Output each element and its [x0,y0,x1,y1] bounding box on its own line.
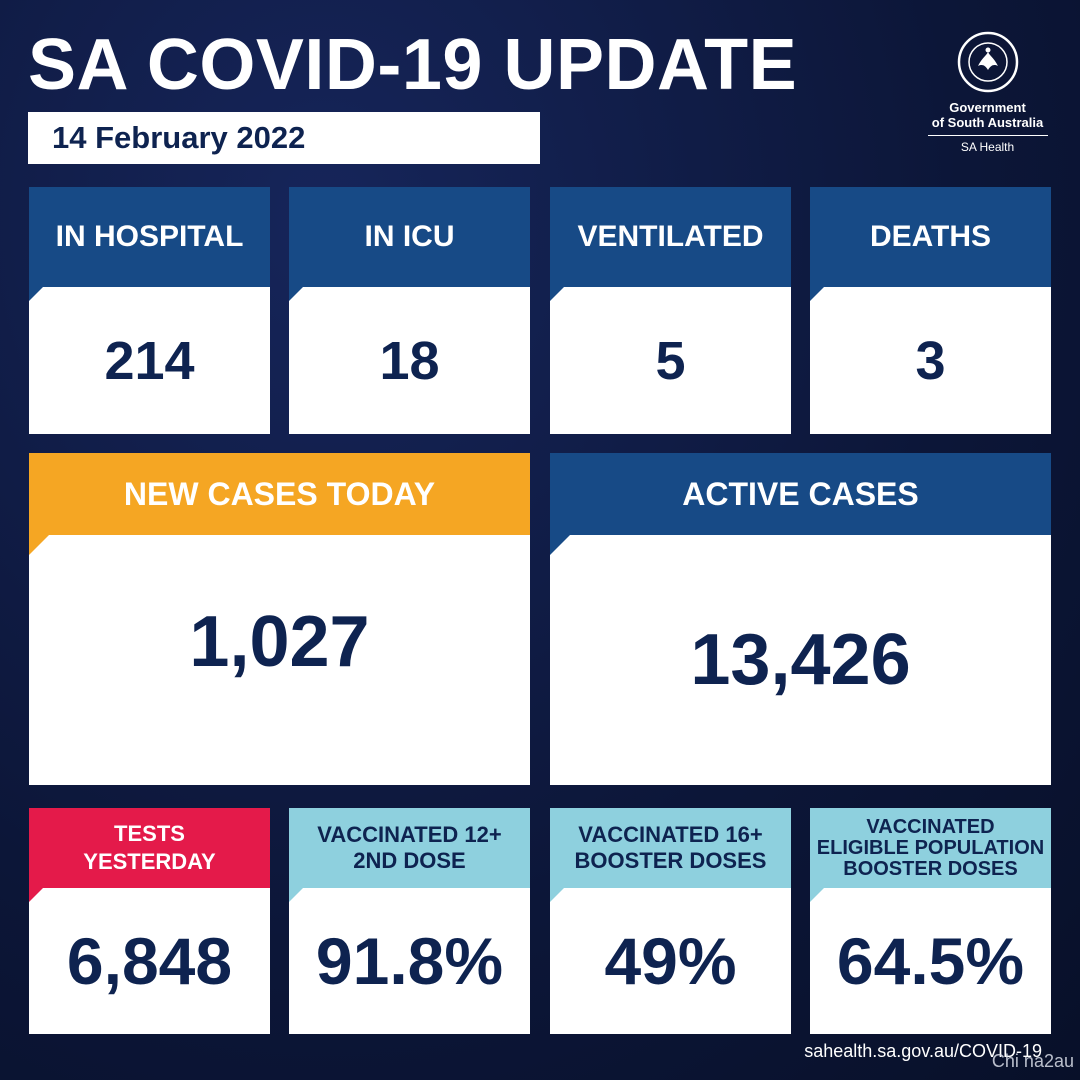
stat-card-vaccinated-12: VACCINATED 12+ 2ND DOSE 91.8% [289,808,530,1034]
dept-name: SA Health [960,140,1015,154]
stat-card-active-cases: ACTIVE CASES 13,426 [550,453,1051,785]
government-logo: Government of South Australia SA Health [915,30,1060,160]
stat-label: VENTILATED [550,187,791,287]
stat-label: TESTS YESTERDAY [29,808,270,888]
sa-piping-shrike-seal-icon [957,31,1018,93]
stat-label: VACCINATED 12+ 2ND DOSE [289,808,530,888]
card-notch [550,535,570,555]
stat-value: 214 [29,287,270,434]
stat-label-line: VACCINATED [866,815,995,838]
stat-card-vaccinated-16: VACCINATED 16+ BOOSTER DOSES 49% [550,808,791,1034]
stat-card-deaths: DEATHS 3 [810,187,1051,434]
stat-label: NEW CASES TODAY [29,453,530,535]
footer-url[interactable]: sahealth.sa.gov.au/COVID-19 [804,1041,1042,1061]
stat-value: 18 [289,287,530,434]
stat-label-line: TESTS [114,821,185,846]
stat-card-tests-yesterday: TESTS YESTERDAY 6,848 [29,808,270,1034]
stat-label: VACCINATED 16+ BOOSTER DOSES [550,808,791,888]
stat-value: 91.8% [289,888,530,1034]
stat-label: IN HOSPITAL [29,187,270,287]
stat-value: 5 [550,287,791,434]
stat-label-line: YESTERDAY [83,849,216,874]
card-notch [29,535,49,555]
stat-card-in-icu: IN ICU 18 [289,187,530,434]
stat-label-line: VACCINATED 16+ [578,822,763,847]
stat-label: ACTIVE CASES [550,453,1051,535]
stat-card-vaccinated-eligible: VACCINATED ELIGIBLE POPULATION BOOSTER D… [810,808,1051,1034]
stat-value: 13,426 [550,535,1051,785]
stat-label: IN ICU [289,187,530,287]
page-title: SA COVID-19 UPDATE [28,25,798,105]
card-notch [289,287,303,301]
stat-label-line: ELIGIBLE POPULATION [816,836,1045,859]
stat-value: 3 [810,287,1051,434]
stat-label-line: VACCINATED 12+ [317,822,502,847]
card-notch [810,888,824,902]
stat-card-new-cases: NEW CASES TODAY 1,027 [29,453,530,785]
card-notch [550,287,564,301]
gov-line-1: Government [949,100,1026,115]
stat-label-line: BOOSTER DOSES [843,857,1018,880]
gov-line-2: of South Australia [931,115,1044,130]
stat-card-ventilated: VENTILATED 5 [550,187,791,434]
stat-value: 1,027 [29,535,530,785]
stat-label: DEATHS [810,187,1051,287]
card-notch [810,287,824,301]
stat-card-in-hospital: IN HOSPITAL 214 [29,187,270,434]
stat-label-line: BOOSTER DOSES [574,848,767,873]
stat-value: 49% [550,888,791,1034]
logo-divider [927,135,1048,136]
date-label: 14 February 2022 [28,112,540,164]
stat-value: 6,848 [29,888,270,1034]
stat-label: VACCINATED ELIGIBLE POPULATION BOOSTER D… [810,808,1051,888]
card-notch [550,888,564,902]
gov-name: Government of South Australia [915,100,1060,130]
card-notch [289,888,303,902]
stat-value: 64.5% [810,888,1051,1034]
card-notch [29,888,43,902]
card-notch [29,287,43,301]
stat-label-line: 2ND DOSE [353,848,466,873]
watermark: Chi na2au [991,1051,1074,1071]
